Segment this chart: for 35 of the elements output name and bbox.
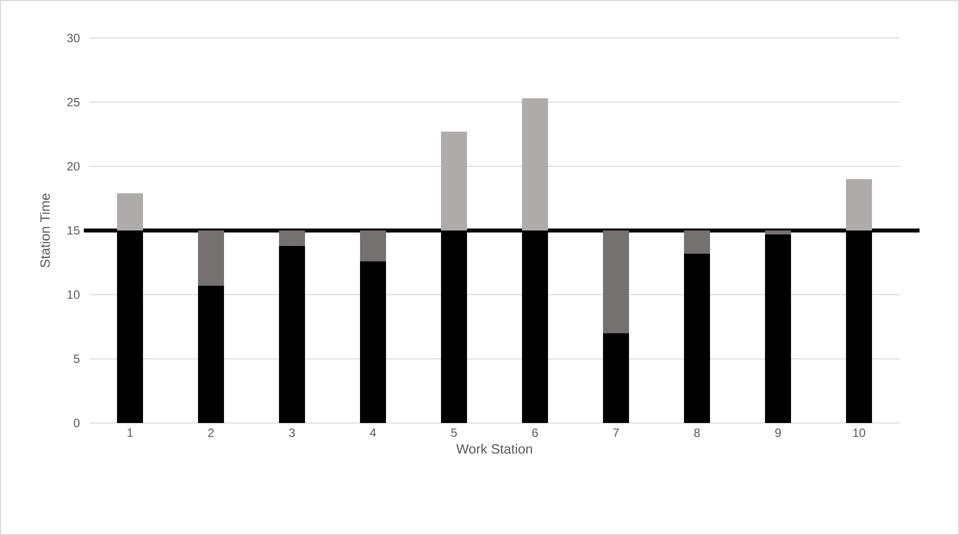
bar (198, 286, 224, 423)
y-tick-label: 25 (67, 98, 80, 106)
y-tick-label: 20 (67, 162, 80, 171)
x-tick-label: 7 (613, 428, 619, 437)
bar (279, 246, 306, 423)
bar (765, 234, 792, 423)
y-tick-label: 5 (74, 354, 80, 363)
x-tick-label: 10 (853, 428, 866, 437)
bar (117, 193, 144, 230)
x-tick-label: 5 (451, 428, 457, 437)
x-axis-title: Work Station (456, 444, 532, 454)
bar (603, 230, 630, 334)
bar (684, 230, 710, 254)
bar (846, 179, 872, 230)
x-tick-label: 3 (289, 428, 295, 437)
bar (765, 230, 792, 234)
y-tick-label: 15 (68, 226, 80, 235)
y-tick-label: 0 (74, 418, 80, 428)
bar (684, 254, 710, 423)
bar (360, 230, 386, 262)
bar (522, 98, 548, 230)
bar (360, 261, 386, 423)
bar (603, 333, 630, 423)
bar (279, 230, 306, 246)
x-tick-label: 1 (128, 428, 133, 437)
x-tick-label: 2 (208, 428, 214, 437)
x-tick-label: 8 (694, 428, 700, 437)
x-tick-label: 4 (370, 428, 376, 437)
y-tick-label: 30 (67, 34, 80, 42)
x-tick-label: 6 (532, 428, 538, 437)
y-tick-label: 10 (68, 290, 80, 299)
bar (198, 230, 224, 286)
bar (441, 132, 468, 230)
x-tick-label: 9 (775, 428, 781, 437)
y-axis-title: Station Time (40, 194, 50, 268)
